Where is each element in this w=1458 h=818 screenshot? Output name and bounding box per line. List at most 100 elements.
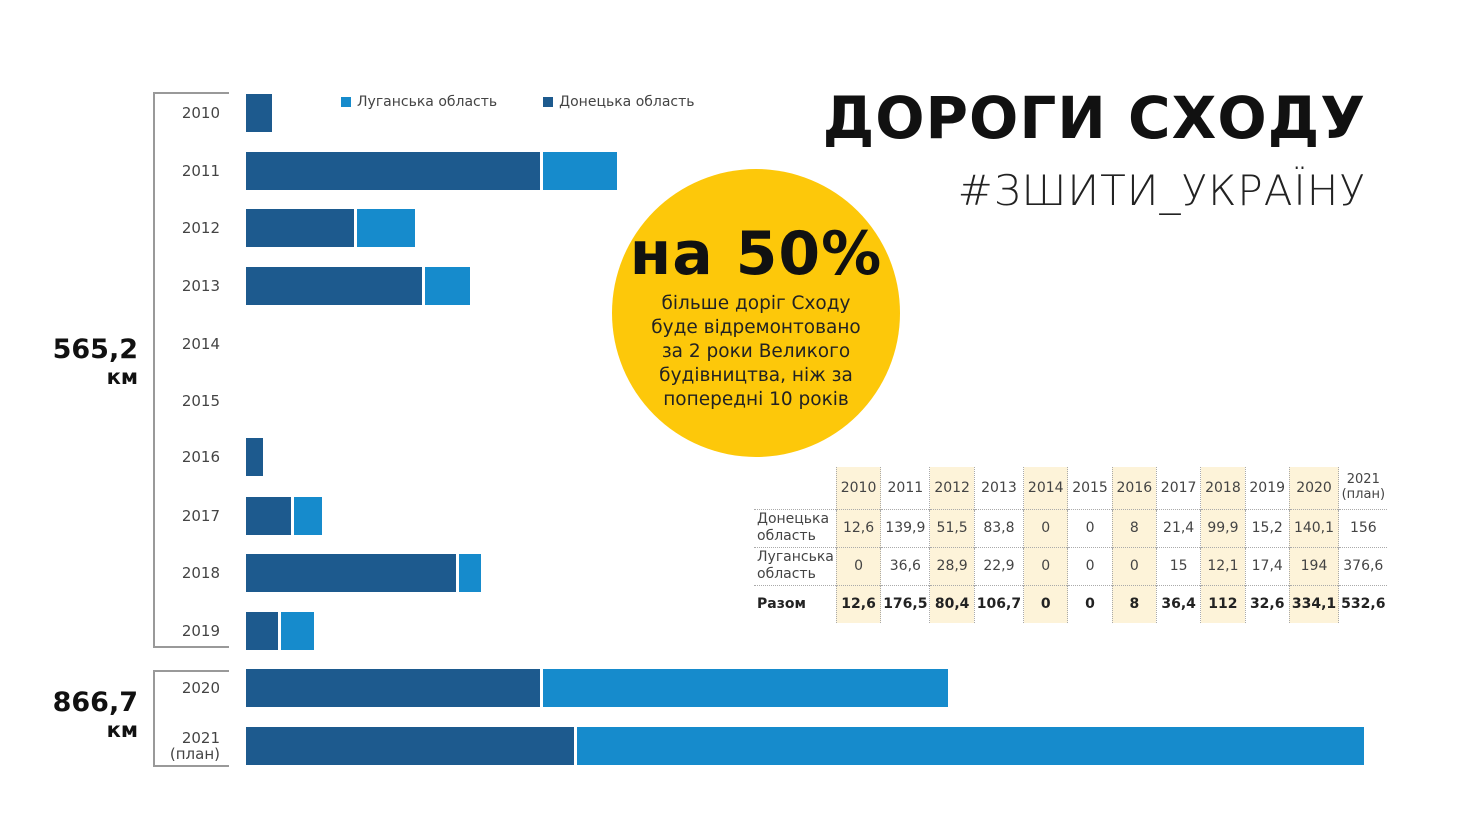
column-header: 2017 bbox=[1155, 467, 1201, 509]
bar-donetsk bbox=[246, 152, 540, 190]
bar-row: 2020 bbox=[160, 669, 948, 707]
column-header: 2021 (план) bbox=[1338, 467, 1388, 509]
table-cell: 376,6 bbox=[1338, 546, 1388, 585]
stacked-bar bbox=[246, 554, 482, 592]
row-label: Луганська область bbox=[754, 546, 837, 585]
table-cell: 194 bbox=[1288, 546, 1339, 585]
bar-row: 2013 bbox=[160, 267, 471, 305]
table-cell: 0 bbox=[1023, 508, 1068, 547]
bar-row: 2015 bbox=[160, 382, 246, 420]
column-header: 2014 bbox=[1023, 467, 1068, 509]
bracket-2010-2019 bbox=[153, 92, 229, 648]
bar-donetsk bbox=[246, 554, 456, 592]
year-label: 2011 bbox=[181, 161, 220, 180]
total-unit: км bbox=[106, 718, 138, 742]
year-label: 2018 bbox=[181, 563, 220, 582]
bar-donetsk bbox=[246, 438, 263, 476]
table-row: Луганська область 0 36,6 28,9 22,9 0 0 0 15 12,1 17… bbox=[754, 546, 1388, 585]
table-cell: 0 bbox=[1067, 584, 1113, 623]
stacked-bar bbox=[246, 612, 315, 650]
total-value: 866,7 bbox=[52, 687, 138, 718]
table-cell: 112 bbox=[1200, 584, 1246, 623]
table-cell: 28,9 bbox=[929, 546, 975, 585]
total-2010-2019: 565,2 км bbox=[38, 334, 138, 389]
table-cell: 15 bbox=[1155, 546, 1201, 585]
table-row: Разом 12,6 176,5 80,4 106,7 0 0 8 36,4 112 32,6 334… bbox=[754, 584, 1388, 623]
data-table: 2010 2011 2012 2013 2014 2015 2016 2017 2018 2019… bbox=[754, 467, 1388, 623]
bar-luhansk bbox=[277, 612, 315, 650]
table-header-row: 2010 2011 2012 2013 2014 2015 2016 2017 2018 2019… bbox=[754, 467, 1388, 509]
bar-row: 2017 bbox=[160, 497, 323, 535]
bar-donetsk bbox=[246, 669, 541, 707]
bar-row: 2016 bbox=[160, 438, 263, 476]
stacked-bar bbox=[246, 497, 323, 535]
year-label: 2019 bbox=[181, 621, 220, 640]
callout-line: будівництва, ніж за bbox=[659, 365, 853, 386]
bar-row: 2010 bbox=[160, 94, 273, 132]
year-label: 2012 bbox=[181, 218, 220, 237]
stacked-bar bbox=[246, 438, 263, 476]
table-cell: 0 bbox=[1111, 546, 1157, 585]
bar-row: 2021 (план) bbox=[160, 727, 1365, 765]
year-label: 2013 bbox=[181, 276, 220, 295]
bar-luhansk bbox=[354, 209, 415, 247]
table-cell: 83,8 bbox=[973, 508, 1024, 547]
page-subtitle: #ЗШИТИ_УКРАЇНУ bbox=[957, 166, 1366, 215]
year-label: 2017 bbox=[181, 506, 220, 525]
stacked-bar bbox=[246, 209, 415, 247]
stacked-bar bbox=[246, 669, 948, 707]
table-cell: 22,9 bbox=[973, 546, 1024, 585]
donetsk-swatch-icon bbox=[543, 97, 554, 107]
table-cell: 12,1 bbox=[1200, 546, 1246, 585]
year-label: 2021 (план) bbox=[169, 728, 220, 763]
table-cell: 51,5 bbox=[929, 508, 975, 547]
row-label: Разом bbox=[754, 584, 837, 623]
column-header: 2011 bbox=[880, 467, 930, 509]
table-cell: 32,6 bbox=[1244, 584, 1290, 623]
bar-donetsk bbox=[246, 497, 291, 535]
table-cell: 0 bbox=[1067, 546, 1113, 585]
stacked-bar bbox=[246, 152, 617, 190]
table-cell: 0 bbox=[1067, 508, 1113, 547]
table-cell: 0 bbox=[835, 546, 881, 585]
callout-headline: на 50% bbox=[629, 219, 883, 289]
year-label: 2020 bbox=[181, 678, 220, 697]
stacked-bar bbox=[246, 94, 273, 132]
year-label: 2016 bbox=[181, 447, 220, 466]
table-cell: 106,7 bbox=[973, 584, 1024, 623]
bar-luhansk bbox=[573, 727, 1365, 765]
table-cell: 334,1 bbox=[1288, 584, 1339, 623]
stacked-bar bbox=[246, 267, 471, 305]
legend: Луганська область Донецька область bbox=[341, 94, 695, 110]
bar-row: 2014 bbox=[160, 325, 246, 363]
table-cell: 139,9 bbox=[880, 508, 930, 547]
table-cell: 99,9 bbox=[1200, 508, 1246, 547]
column-header: 2010 bbox=[835, 467, 881, 509]
table-row: Донецька область 12,6 139,9 51,5 83,8 0 0 8 21,4 9… bbox=[754, 508, 1388, 547]
bar-donetsk bbox=[246, 267, 422, 305]
column-header: 2013 bbox=[973, 467, 1024, 509]
year-label: 2015 bbox=[181, 391, 220, 410]
bar-donetsk bbox=[246, 94, 273, 132]
table-cell: 12,6 bbox=[835, 584, 881, 623]
total-unit: км bbox=[106, 365, 138, 389]
total-2020-2021: 866,7 км bbox=[38, 687, 138, 742]
table-cell: 17,4 bbox=[1244, 546, 1290, 585]
column-header: 2020 bbox=[1288, 467, 1339, 509]
table-cell: 80,4 bbox=[929, 584, 975, 623]
stacked-bar bbox=[246, 727, 1365, 765]
callout-line: за 2 роки Великого bbox=[661, 341, 851, 362]
callout-circle: на 50% більше доріг Сходу буде відремонт… bbox=[612, 169, 900, 457]
table-cell: 36,4 bbox=[1155, 584, 1201, 623]
bar-row: 2018 bbox=[160, 554, 482, 592]
bar-donetsk bbox=[246, 612, 278, 650]
bar-luhansk bbox=[539, 152, 617, 190]
bar-donetsk bbox=[246, 209, 355, 247]
bar-row: 2012 bbox=[160, 209, 415, 247]
year-label: 2010 bbox=[181, 103, 220, 122]
page-title: ДОРОГИ СХОДУ bbox=[822, 84, 1366, 152]
column-header: 2016 bbox=[1111, 467, 1157, 509]
legend-label: Луганська область bbox=[357, 94, 498, 110]
table-cell: 0 bbox=[1023, 584, 1068, 623]
column-header: 2019 bbox=[1244, 467, 1290, 509]
